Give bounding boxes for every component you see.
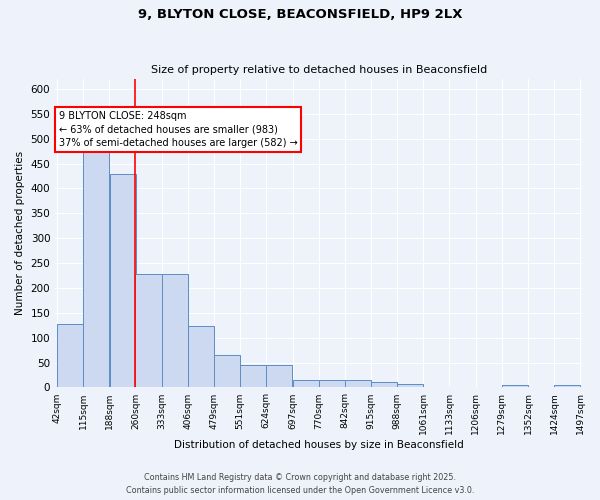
Text: 9 BLYTON CLOSE: 248sqm
← 63% of detached houses are smaller (983)
37% of semi-de: 9 BLYTON CLOSE: 248sqm ← 63% of detached… [59, 112, 298, 148]
Bar [136, 274, 161, 388]
Bar [83, 144, 109, 388]
Title: Size of property relative to detached houses in Beaconsfield: Size of property relative to detached ho… [151, 66, 487, 76]
Bar [57, 324, 83, 388]
Bar [162, 274, 188, 388]
Bar [345, 380, 371, 388]
Text: 9, BLYTON CLOSE, BEACONSFIELD, HP9 2LX: 9, BLYTON CLOSE, BEACONSFIELD, HP9 2LX [138, 8, 462, 20]
Bar [110, 174, 136, 388]
Y-axis label: Number of detached properties: Number of detached properties [15, 151, 25, 316]
Bar [319, 380, 345, 388]
X-axis label: Distribution of detached houses by size in Beaconsfield: Distribution of detached houses by size … [174, 440, 464, 450]
Bar [502, 385, 528, 388]
Bar [188, 326, 214, 388]
Bar [554, 385, 580, 388]
Bar [214, 355, 241, 388]
Bar [397, 384, 424, 388]
Text: Contains HM Land Registry data © Crown copyright and database right 2025.
Contai: Contains HM Land Registry data © Crown c… [126, 474, 474, 495]
Bar [266, 364, 292, 388]
Bar [293, 380, 319, 388]
Bar [240, 364, 266, 388]
Bar [371, 382, 397, 388]
